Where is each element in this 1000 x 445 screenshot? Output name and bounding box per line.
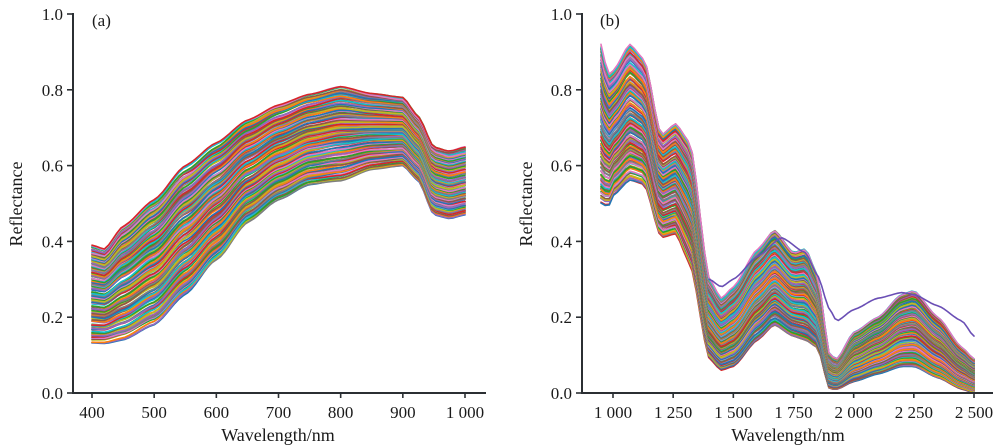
panel-a-x-tick-label: 800	[328, 403, 354, 422]
panel-a-y-tick-label: 0.0	[42, 384, 63, 403]
panel-a-series-line	[91, 85, 466, 250]
panel-a-x-tick-label: 1 000	[446, 403, 484, 422]
panel-b-y-tick-label: 0.6	[551, 157, 572, 176]
panel-b-x-tick-label: 1 500	[714, 403, 752, 422]
panel-a-x-tick-label: 700	[266, 403, 292, 422]
panel-b-y-axis-title: Reflectance	[516, 162, 536, 247]
panel-a-y-tick-label: 0.8	[42, 81, 63, 100]
panel-a-series-line	[91, 150, 466, 323]
panel-a-label: (a)	[92, 11, 111, 30]
panel-b-spectra	[600, 43, 975, 394]
panel-a-x-tick-label: 400	[79, 403, 105, 422]
panel-a-x-axis-title: Wavelength/nm	[221, 425, 335, 445]
panel-a-x-tick-label: 600	[204, 403, 230, 422]
panel-a-axes: 0.0 0.2 0.4 0.6 0.8 1.0 400 500 600 700 800 900 1 00…	[42, 5, 486, 422]
panel-a-chart: (a) 0.0 0.2 0.4 0.6 0.8 1.0 400 500 600 700 800 900…	[6, 5, 486, 445]
panel-b-outlier-series-line	[708, 237, 975, 337]
panel-b-y-tick-label: 0.4	[551, 232, 573, 251]
panel-a-y-tick-label: 0.2	[42, 308, 63, 327]
panel-b-y-tick-label: 0.2	[551, 308, 572, 327]
panel-b-axes: 0.0 0.2 0.4 0.6 0.8 1.0 1 000 1 250 1 500 1 750 2 …	[551, 5, 993, 422]
panel-a-x-tick-label: 500	[141, 403, 167, 422]
panel-b-y-tick-label: 1.0	[551, 5, 572, 24]
panel-b-x-axis-title: Wavelength/nm	[731, 425, 845, 445]
panel-b-x-tick-label: 1 250	[654, 403, 692, 422]
panel-b-x-tick-label: 2 500	[955, 403, 993, 422]
panel-a-y-tick-label: 1.0	[42, 5, 63, 24]
panel-a-x-tick-label: 900	[390, 403, 416, 422]
panel-b-y-tick-label: 0.8	[551, 81, 572, 100]
panel-b-label: (b)	[600, 11, 620, 30]
panel-b-x-tick-label: 2 000	[835, 403, 873, 422]
panel-b-x-tick-label: 1 000	[594, 403, 632, 422]
panel-a-series-line	[91, 100, 466, 265]
panel-a-y-tick-label: 0.4	[42, 232, 64, 251]
panel-b-x-tick-label: 2 250	[895, 403, 933, 422]
panel-b-chart: (b) 0.0 0.2 0.4 0.6 0.8 1.0 1 000 1 250 1 500 1 7…	[516, 5, 993, 445]
panel-a-spectra	[91, 85, 466, 345]
panel-a-y-tick-label: 0.6	[42, 157, 63, 176]
panel-b-x-tick-label: 1 750	[774, 403, 812, 422]
panel-b-series-line	[600, 78, 975, 369]
panel-a-y-axis-title: Reflectance	[6, 162, 26, 247]
panel-b-y-tick-label: 0.0	[551, 384, 572, 403]
panel-b-series-line	[600, 43, 975, 360]
